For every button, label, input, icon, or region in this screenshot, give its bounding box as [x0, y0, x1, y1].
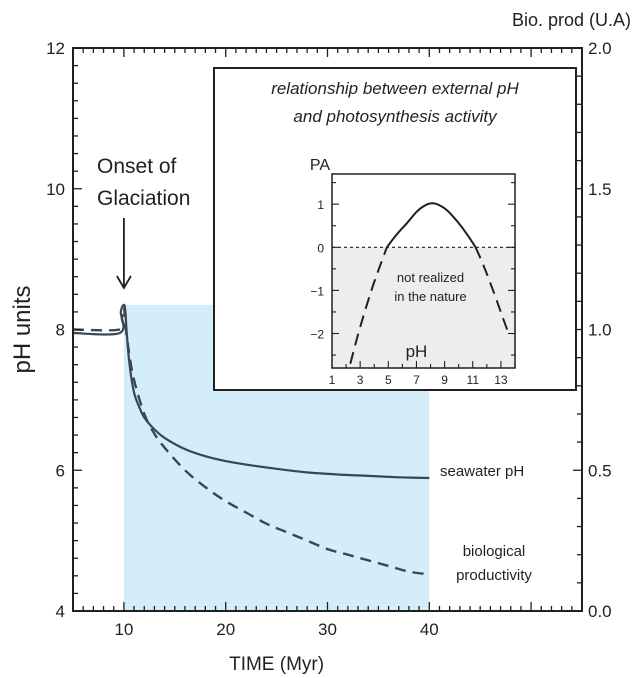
- y-tick-label: 6: [56, 461, 65, 480]
- inset-region-note-line-2: in the nature: [394, 289, 466, 304]
- inset-x-axis-label: pH: [406, 342, 428, 361]
- inset-x-tick-label: 3: [357, 373, 364, 387]
- inset-x-tick-label: 1: [329, 373, 336, 387]
- inset-y-tick-label: −2: [310, 328, 324, 342]
- onset-annotation-line-2: Glaciation: [97, 187, 190, 210]
- inset-chart: relationship between external pH and pho…: [213, 67, 577, 391]
- inset-title-line-2: and photosynthesis activity: [293, 107, 498, 126]
- inset-x-tick-label: 7: [413, 373, 420, 387]
- y-tick-label: 8: [56, 321, 65, 340]
- y2-tick-label: 0.5: [588, 461, 612, 480]
- y-axis-label: pH units: [9, 285, 36, 373]
- y-tick-label: 12: [46, 39, 65, 58]
- x-axis-label: TIME (Myr): [229, 654, 324, 675]
- seawater-ph-label: seawater pH: [440, 463, 524, 480]
- y-tick-label: 10: [46, 180, 65, 199]
- biological-productivity-line: [72, 305, 430, 576]
- y2-tick-label: 1.0: [588, 321, 612, 340]
- inset-right-dashed-curve: [474, 246, 511, 337]
- onset-arrow-head: [116, 275, 132, 290]
- inset-x-tick-label: 5: [385, 373, 392, 387]
- inset-axis-ticks: [331, 182, 516, 368]
- biological-productivity-label-line-2: productivity: [456, 567, 532, 584]
- inset-x-tick-label: 9: [441, 373, 448, 387]
- inset-y-tick-label: −1: [310, 284, 324, 298]
- inset-region-note-line-1: not realized: [397, 270, 464, 285]
- inset-plot-frame: [331, 173, 516, 369]
- biological-productivity-label-line-1: biological: [463, 543, 526, 560]
- y2-tick-label: 2.0: [588, 39, 612, 58]
- inset-title-line-1: relationship between external pH: [271, 79, 519, 98]
- y2-tick-label: 1.5: [588, 180, 612, 199]
- y2-tick-label: 0.0: [588, 602, 612, 621]
- inset-y-tick-label: 0: [317, 241, 324, 255]
- x-tick-label: 20: [216, 620, 235, 639]
- inset-y-axis-label: PA: [310, 157, 330, 174]
- y2-axis-label: Bio. prod (U.A): [512, 10, 631, 30]
- inset-y-tick-label: 1: [317, 198, 324, 212]
- inset-left-dashed-curve: [349, 246, 388, 364]
- x-tick-label: 30: [318, 620, 337, 639]
- inset-x-tick-label: 13: [494, 373, 508, 387]
- main-axis-ticks: [72, 47, 583, 612]
- onset-annotation-line-1: Onset of: [97, 155, 177, 178]
- x-tick-label: 40: [420, 620, 439, 639]
- inset-photosynthesis-curve: [386, 202, 477, 248]
- x-tick-label: 10: [114, 620, 133, 639]
- y-tick-label: 4: [56, 602, 65, 621]
- inset-x-tick-label: 11: [467, 373, 480, 387]
